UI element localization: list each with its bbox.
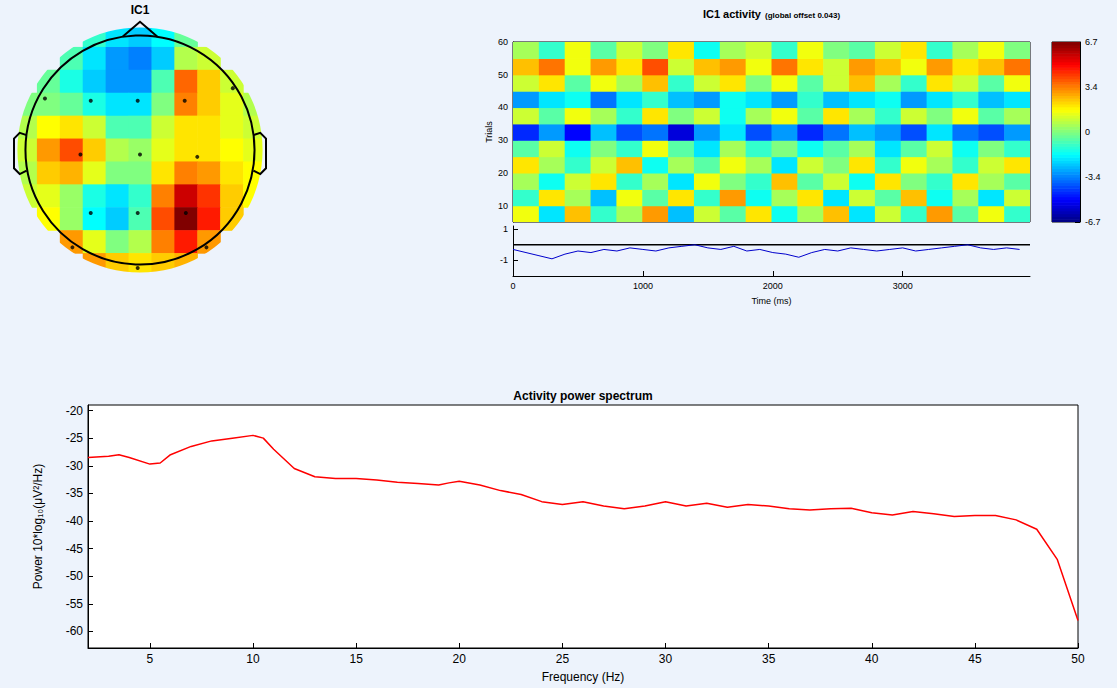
svg-text:Power 10*log₁₀(μV²/Hz): Power 10*log₁₀(μV²/Hz): [31, 464, 45, 589]
svg-text:0: 0: [1085, 127, 1090, 137]
svg-text:20: 20: [453, 652, 467, 666]
svg-text:5: 5: [147, 652, 154, 666]
svg-text:45: 45: [968, 652, 982, 666]
svg-text:30: 30: [659, 652, 673, 666]
svg-text:Time (ms): Time (ms): [751, 296, 791, 306]
svg-text:-35: -35: [66, 486, 84, 500]
svg-text:15: 15: [349, 652, 363, 666]
svg-text:50: 50: [498, 70, 508, 80]
svg-text:-30: -30: [66, 459, 84, 473]
svg-text:35: 35: [762, 652, 776, 666]
svg-text:-25: -25: [66, 431, 84, 445]
svg-text:-1: -1: [500, 255, 508, 265]
svg-text:30: 30: [498, 135, 508, 145]
svg-text:Activity power spectrum: Activity power spectrum: [513, 389, 652, 403]
svg-text:6.7: 6.7: [1085, 37, 1098, 47]
svg-text:0: 0: [510, 281, 515, 291]
svg-text:-60: -60: [66, 624, 84, 638]
svg-text:3.4: 3.4: [1085, 82, 1098, 92]
svg-text:40: 40: [498, 102, 508, 112]
svg-text:-20: -20: [66, 404, 84, 418]
svg-text:50: 50: [1071, 652, 1085, 666]
svg-text:1: 1: [503, 224, 508, 234]
svg-text:60: 60: [498, 37, 508, 47]
svg-text:(global offset 0.043): (global offset 0.043): [765, 11, 840, 20]
svg-text:20: 20: [498, 168, 508, 178]
svg-text:25: 25: [556, 652, 570, 666]
svg-text:1000: 1000: [633, 281, 653, 291]
svg-text:Frequency (Hz): Frequency (Hz): [542, 670, 625, 684]
svg-text:3000: 3000: [893, 281, 913, 291]
svg-text:Trials: Trials: [484, 121, 494, 143]
svg-text:-3.4: -3.4: [1085, 172, 1101, 182]
svg-text:-50: -50: [66, 569, 84, 583]
svg-text:-6.7: -6.7: [1085, 217, 1101, 227]
svg-text:IC1: IC1: [131, 3, 150, 17]
svg-text:2000: 2000: [763, 281, 783, 291]
svg-text:10: 10: [246, 652, 260, 666]
svg-text:40: 40: [865, 652, 879, 666]
svg-text:-55: -55: [66, 597, 84, 611]
svg-text:IC1 activity: IC1 activity: [703, 8, 762, 20]
svg-text:-40: -40: [66, 514, 84, 528]
svg-text:-45: -45: [66, 542, 84, 556]
svg-text:10: 10: [498, 201, 508, 211]
